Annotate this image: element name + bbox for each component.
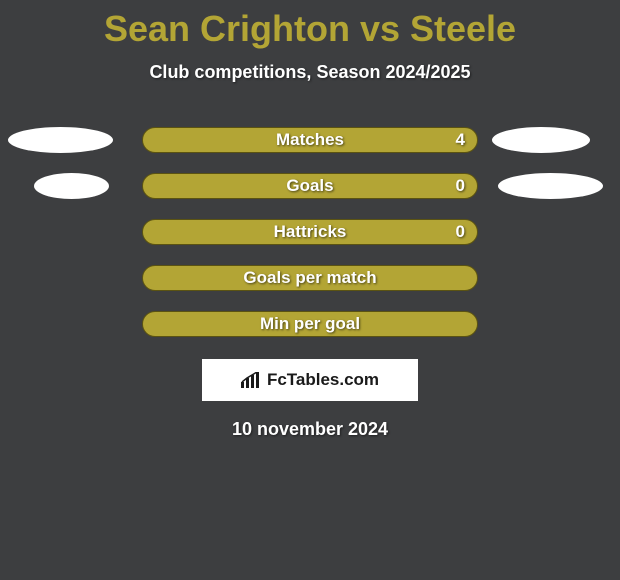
stat-bar-label: Min per goal xyxy=(260,314,360,334)
date-line: 10 november 2024 xyxy=(0,419,620,440)
stat-bar-goals-per-match: Goals per match xyxy=(142,265,478,291)
fctables-logo: FcTables.com xyxy=(241,370,379,390)
fctables-logo-box: FcTables.com xyxy=(202,359,418,401)
stat-bar-label: Goals per match xyxy=(243,268,376,288)
stat-row: Goals per match xyxy=(0,265,620,291)
stat-bar-label: Hattricks xyxy=(274,222,347,242)
stat-bar-min-per-goal: Min per goal xyxy=(142,311,478,337)
stat-bar-label: Goals xyxy=(286,176,333,196)
stat-row: Goals 0 xyxy=(0,173,620,199)
stat-bar-hattricks: Hattricks 0 xyxy=(142,219,478,245)
page-subtitle: Club competitions, Season 2024/2025 xyxy=(0,62,620,83)
fctables-logo-text: FcTables.com xyxy=(267,370,379,390)
stat-bar-value: 0 xyxy=(456,222,465,242)
chart-icon xyxy=(241,372,261,388)
stat-row: Matches 4 xyxy=(0,127,620,153)
stat-bar-matches: Matches 4 xyxy=(142,127,478,153)
stat-bar-goals: Goals 0 xyxy=(142,173,478,199)
stat-bars-container: Matches 4 Goals 0 Hattricks 0 Goals per … xyxy=(0,127,620,337)
stat-bar-value: 0 xyxy=(456,176,465,196)
page-title: Sean Crighton vs Steele xyxy=(0,0,620,50)
stat-row: Min per goal xyxy=(0,311,620,337)
stat-bar-value: 4 xyxy=(456,130,465,150)
stat-bar-label: Matches xyxy=(276,130,344,150)
stat-row: Hattricks 0 xyxy=(0,219,620,245)
